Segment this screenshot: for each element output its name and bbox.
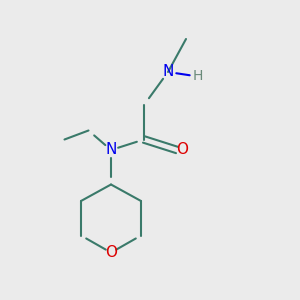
Text: O: O	[176, 142, 188, 158]
Text: N: N	[105, 142, 117, 158]
Text: N: N	[162, 64, 174, 80]
Text: H: H	[193, 70, 203, 83]
Text: O: O	[105, 245, 117, 260]
